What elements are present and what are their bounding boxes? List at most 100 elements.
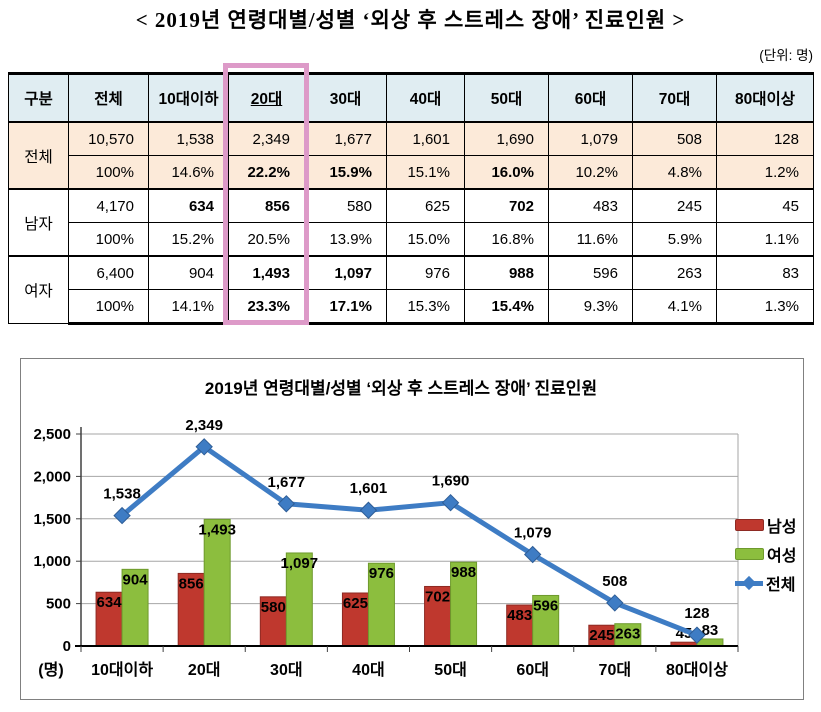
unit-note: (단위: 명) — [759, 48, 813, 63]
table-cell: 10.2% — [548, 155, 633, 190]
chart-title: 2019년 연령대별/성별 ‘외상 후 스트레스 장애’ 진료인원 — [204, 379, 598, 398]
table-cell: 634 — [148, 188, 229, 223]
legend-label: 남성 — [767, 519, 797, 536]
y-tick-label: 1,500 — [33, 511, 71, 528]
table-cell: 100% — [68, 155, 149, 190]
bar-label: 904 — [123, 571, 149, 588]
row-label: 남자 — [8, 188, 69, 257]
table-cell: 17.1% — [304, 289, 387, 325]
table-row: 남자 4,170 634 856 580 625 702 483 245 45 — [8, 188, 814, 257]
y-tick-label: 2,500 — [33, 426, 71, 443]
table-row: 100% 14.1% 23.3% 17.1% 15.3% 15.4% 9.3% 4.1% 1.3… — [9, 289, 814, 325]
col-header: 전체 — [68, 72, 149, 123]
table-cell: 904 — [148, 255, 229, 290]
table-cell: 20.5% — [228, 222, 305, 257]
bar-label: 634 — [97, 594, 123, 611]
col-header: 10대이하 — [148, 72, 229, 123]
table-cell: 1,538 — [148, 121, 229, 156]
table-cell: 1.1% — [716, 222, 814, 257]
col-header: 40대 — [386, 72, 465, 123]
legend-item-여성: 여성 — [735, 543, 796, 565]
table-cell: 15.1% — [386, 155, 465, 190]
table-cell: 1,097 — [304, 255, 387, 290]
legend-swatch-bar — [735, 519, 764, 531]
table-cell: 128 — [716, 121, 814, 156]
table-cell: 2,349 — [228, 121, 305, 156]
bar-label: 976 — [369, 565, 394, 582]
table-cell: 580 — [304, 188, 387, 223]
line-marker — [441, 493, 460, 512]
line-label: 2,349 — [185, 417, 223, 434]
table-cell: 263 — [632, 255, 717, 290]
col-header: 20대 — [228, 72, 305, 123]
chart-panel: 2019년 연령대별/성별 ‘외상 후 스트레스 장애’ 진료인원 0 500 1,… — [20, 358, 804, 700]
line-marker — [195, 438, 213, 456]
table-header-row: 구분 전체 10대이하 20대 30대 40대 50대 60대 70대 80대이상 — [8, 72, 814, 123]
table-cell: 1,677 — [304, 121, 387, 156]
x-tick-label: 50대 — [434, 661, 467, 679]
table-cell: 1,079 — [548, 121, 633, 156]
table-cell: 508 — [632, 121, 717, 156]
bar-label: 702 — [425, 588, 450, 605]
legend-swatch-line — [735, 575, 763, 590]
bar-label: 596 — [533, 597, 558, 614]
table-cell: 483 — [548, 188, 633, 223]
line-label: 1,690 — [432, 473, 470, 490]
table-cell: 9.3% — [548, 289, 633, 325]
line-marker — [523, 545, 542, 564]
y-tick-label: 1,000 — [33, 553, 71, 570]
bar-label: 1,493 — [198, 521, 236, 538]
line-marker — [688, 626, 706, 644]
x-tick-label: 70대 — [599, 661, 632, 679]
table-cell: 6,400 — [68, 255, 149, 290]
chart-plot: 0 500 1,000 1,500 2,000 2,500 634 856 580 625 702 4… — [33, 417, 739, 679]
table-cell: 15.3% — [386, 289, 465, 325]
line-marker — [277, 495, 296, 513]
x-tick-label: 60대 — [516, 661, 549, 679]
table-cell: 83 — [716, 255, 814, 290]
table-row: 100% 14.6% 22.2% 15.9% 15.1% 16.0% 10.2% 4.8% 1.… — [9, 155, 814, 190]
table-cell: 15.4% — [464, 289, 549, 325]
table-cell: 1,493 — [228, 255, 305, 290]
x-tick-label: 80대이상 — [666, 661, 728, 679]
table-cell: 14.6% — [148, 155, 229, 190]
line-label: 1,677 — [268, 474, 306, 491]
table-row: 여자 6,400 904 1,493 1,097 976 988 596 263 83 — [8, 255, 814, 324]
bar-label: 625 — [343, 595, 368, 612]
line-marker — [359, 501, 378, 519]
table-cell: 15.0% — [386, 222, 465, 257]
line-label: 1,538 — [103, 486, 141, 503]
bar-label: 245 — [589, 627, 614, 644]
bar-남성 — [95, 591, 123, 647]
bar-남성 — [259, 596, 287, 647]
line-marker — [606, 594, 624, 612]
y-axis-unit-label: (명) — [38, 661, 63, 679]
line-label: 508 — [602, 573, 627, 590]
bar-여성 — [450, 561, 478, 647]
total-line — [120, 444, 698, 638]
table-cell: 702 — [464, 188, 549, 223]
x-tick-label: 40대 — [352, 661, 385, 679]
x-tick-label: 20대 — [188, 661, 221, 679]
line-marker — [113, 506, 131, 525]
table-cell: 1.2% — [716, 155, 814, 190]
bar-여성 — [532, 594, 560, 647]
line-label: 128 — [684, 605, 709, 622]
table-cell: 10,570 — [68, 121, 149, 156]
table-cell: 596 — [548, 255, 633, 290]
legend-item-전체: 전체 — [735, 572, 796, 594]
table-row: 전체 10,570 1,538 2,349 1,677 1,601 1,690 1,079 50… — [8, 121, 814, 190]
table-cell: 100% — [68, 222, 149, 257]
table-cell: 23.3% — [228, 289, 305, 325]
legend-label: 전체 — [766, 577, 796, 594]
col-header: 70대 — [632, 72, 717, 123]
stats-table: 구분 전체 10대이하 20대 30대 40대 50대 60대 70대 80대이상 전체 10,57… — [8, 72, 814, 325]
bar-label: 580 — [261, 599, 286, 616]
bar-여성 — [696, 638, 724, 647]
col-header: 80대이상 — [716, 72, 814, 123]
legend-item-남성: 남성 — [735, 514, 796, 536]
table-cell: 15.2% — [148, 222, 229, 257]
y-tick-label: 0 — [63, 638, 71, 655]
table-row: 100% 15.2% 20.5% 13.9% 15.0% 16.8% 11.6% 5.9% 1.… — [9, 222, 814, 257]
